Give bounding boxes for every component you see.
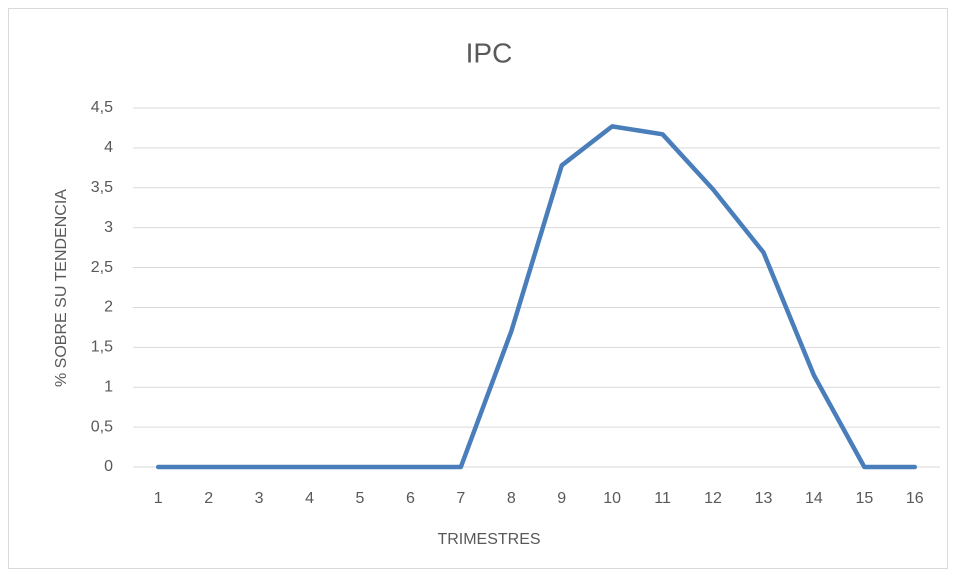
x-axis-label: TRIMESTRES xyxy=(437,531,540,548)
y-tick-label: 2,5 xyxy=(91,259,113,276)
x-tick-label: 1 xyxy=(154,490,163,507)
y-tick-label: 4 xyxy=(104,139,113,156)
chart-border xyxy=(8,8,948,569)
x-tick-label: 10 xyxy=(603,490,621,507)
x-tick-label: 9 xyxy=(557,490,566,507)
x-tick-label: 5 xyxy=(356,490,365,507)
x-tick-label: 2 xyxy=(204,490,213,507)
y-tick-label: 0,5 xyxy=(91,418,113,435)
y-tick-label: 0 xyxy=(104,458,113,475)
x-tick-label: 3 xyxy=(255,490,264,507)
y-tick-label: 3,5 xyxy=(91,179,113,196)
y-axis-label: % SOBRE SU TENDENCIA xyxy=(53,189,70,387)
x-tick-label: 8 xyxy=(507,490,516,507)
x-tick-label: 16 xyxy=(906,490,924,507)
y-tick-label: 4,5 xyxy=(91,99,113,116)
x-tick-label: 6 xyxy=(406,490,415,507)
y-tick-label: 1,5 xyxy=(91,339,113,356)
x-tick-label: 11 xyxy=(654,490,671,507)
x-tick-label: 4 xyxy=(305,490,314,507)
x-tick-label: 15 xyxy=(855,490,873,507)
y-tick-label: 3 xyxy=(104,219,113,236)
x-tick-label: 7 xyxy=(456,490,465,507)
x-tick-label: 13 xyxy=(755,490,773,507)
y-tick-label: 2 xyxy=(104,299,113,316)
x-tick-label: 14 xyxy=(805,490,823,507)
chart-title: IPC xyxy=(466,37,513,68)
y-tick-label: 1 xyxy=(104,378,113,395)
data-line xyxy=(155,124,918,470)
x-tick-label: 12 xyxy=(704,490,722,507)
